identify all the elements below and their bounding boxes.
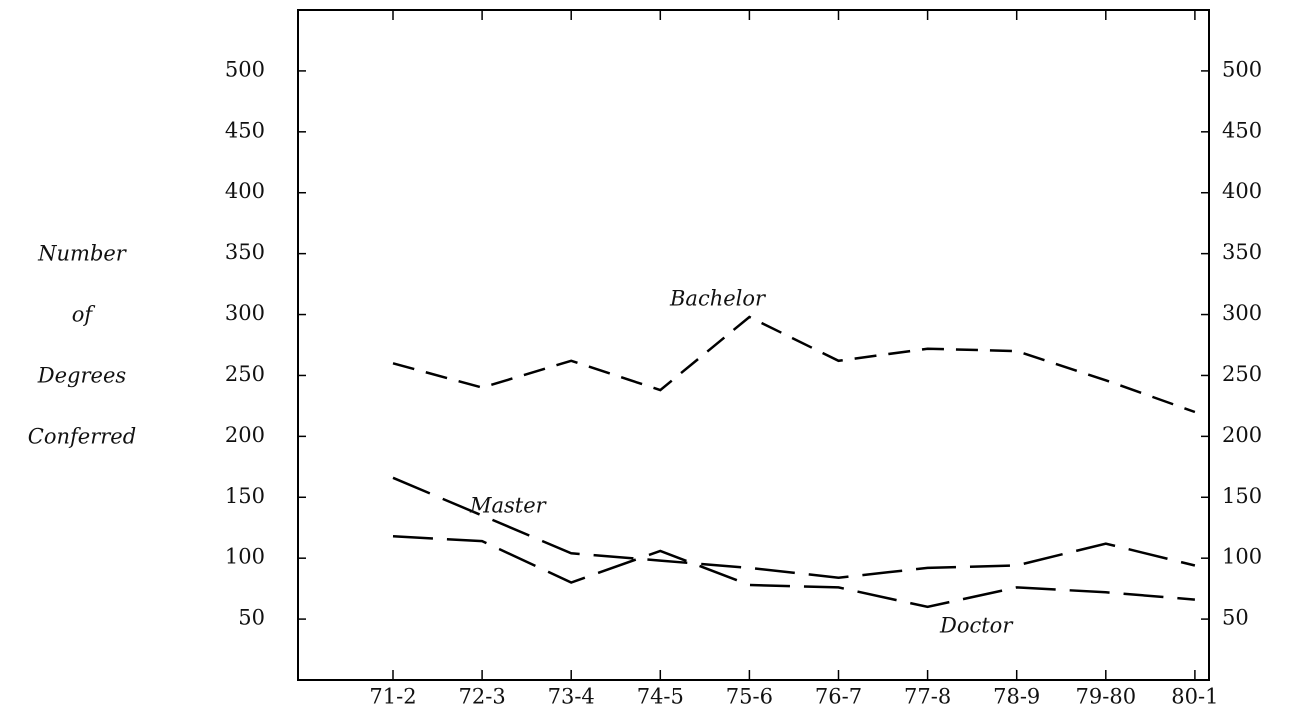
y-tick-label: 200: [225, 423, 265, 447]
y-axis-label: Conferred: [28, 425, 136, 449]
y2-tick-label: 350: [1222, 240, 1262, 264]
y-tick-label: 100: [225, 545, 265, 569]
x-tick-label: 71-2: [369, 685, 416, 709]
y2-tick-label: 250: [1222, 362, 1262, 386]
x-tick-label: 77-8: [904, 685, 951, 709]
y2-tick-label: 50: [1222, 606, 1249, 630]
series-label: Doctor: [939, 614, 1014, 638]
x-tick-label: 80-1: [1171, 685, 1218, 709]
x-tick-label: 79-80: [1076, 685, 1137, 709]
x-tick-label: 72-3: [459, 685, 506, 709]
series-line: [392, 535, 1196, 609]
y-tick-label: 50: [238, 606, 265, 630]
y2-tick-label: 400: [1222, 179, 1262, 203]
x-tick-label: 78-9: [993, 685, 1040, 709]
y2-tick-label: 150: [1222, 484, 1262, 508]
y2-tick-label: 200: [1222, 423, 1262, 447]
y-tick-label: 450: [225, 118, 265, 142]
y2-tick-label: 100: [1222, 545, 1262, 569]
y2-tick-label: 300: [1222, 301, 1262, 325]
x-tick-label: 73-4: [548, 685, 595, 709]
y-tick-label: 300: [225, 301, 265, 325]
y-axis-label: Number: [37, 242, 128, 266]
y2-tick-label: 500: [1222, 57, 1262, 81]
series-label: Master: [469, 494, 548, 518]
y-tick-label: 150: [225, 484, 265, 508]
series-label: Bachelor: [669, 287, 767, 311]
y-axis-label: Degrees: [37, 364, 127, 388]
series-line: [392, 315, 1196, 414]
x-tick-label: 75-6: [726, 685, 773, 709]
series-line: [392, 476, 1196, 579]
y-tick-label: 400: [225, 179, 265, 203]
y-tick-label: 350: [225, 240, 265, 264]
y2-tick-label: 450: [1222, 118, 1262, 142]
y-axis-label: of: [72, 303, 96, 327]
x-tick-label: 74-5: [637, 685, 684, 709]
x-tick-label: 76-7: [815, 685, 862, 709]
y-tick-label: 500: [225, 57, 265, 81]
plot-frame: [297, 9, 1210, 681]
y-tick-label: 250: [225, 362, 265, 386]
